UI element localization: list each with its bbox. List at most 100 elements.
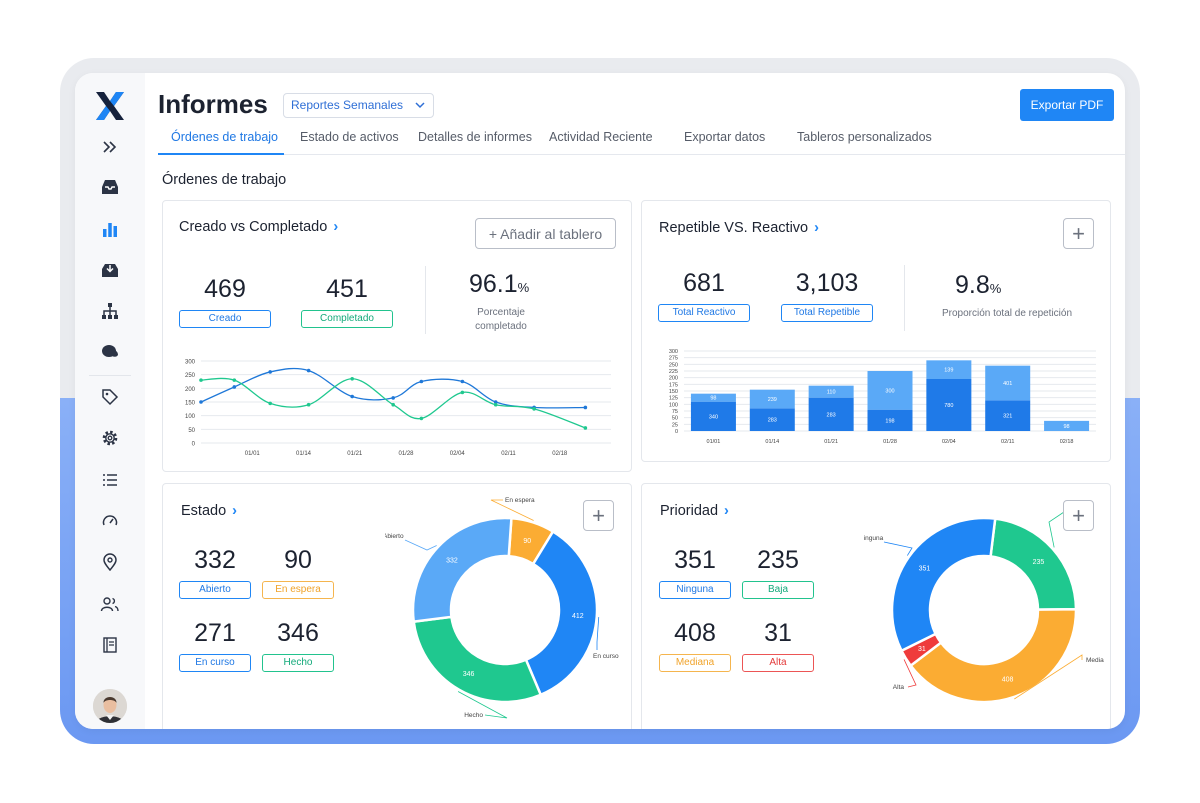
data-point <box>268 401 272 406</box>
gauge-icon[interactable] <box>98 509 122 533</box>
app-logo[interactable] <box>94 90 126 122</box>
data-point <box>232 378 237 382</box>
main-content: Informes Reportes Semanales Exportar PDF… <box>145 73 1125 729</box>
reactive-count: 681 <box>683 269 725 297</box>
card-title[interactable]: Prioridad › <box>660 503 729 519</box>
bar-label: 300 <box>885 388 894 394</box>
leader-line <box>1048 511 1065 548</box>
add-widget-button[interactable]: + <box>1063 500 1094 531</box>
x-tick-label: 02/04 <box>450 451 466 457</box>
y-tick-label: 275 <box>669 356 678 362</box>
chevron-down-icon <box>415 94 425 125</box>
page-title: Informes <box>158 89 268 119</box>
card-title[interactable]: Estado › <box>181 503 237 519</box>
y-tick-label: 300 <box>669 349 678 355</box>
medium-tag: Mediana <box>659 654 731 672</box>
high-count: 31 <box>764 619 792 647</box>
reactive-tag: Total Reactivo <box>658 304 750 322</box>
x-tick-label: 02/04 <box>942 439 956 445</box>
y-tick-label: 150 <box>669 389 678 395</box>
completed-tag: Completado <box>301 310 393 328</box>
x-tick-label: 02/18 <box>1060 439 1074 445</box>
bar-segment <box>926 360 972 379</box>
slice-name-label: Alta <box>893 684 905 691</box>
data-point <box>306 402 311 407</box>
book-icon[interactable] <box>98 633 122 657</box>
list-icon[interactable] <box>98 468 122 492</box>
card-title[interactable]: Repetible VS. Reactivo › <box>659 220 819 236</box>
y-tick-label: 0 <box>675 429 678 435</box>
tab-report-details[interactable]: Detalles de informes <box>418 130 532 144</box>
priority-donut-chart: 235Baja408Mediana31Alta351Ninguna <box>864 509 1104 704</box>
data-point <box>350 376 354 381</box>
status-donut-chart: 90 En espera 412 En curso 346 Hecho 332 Abierto <box>385 497 619 719</box>
chat-icon[interactable] <box>98 340 122 364</box>
slice-name-label: En espera <box>505 497 535 504</box>
tab-bar: Órdenes de trabajo Estado de activos Det… <box>158 125 1125 155</box>
card-priority: Prioridad › 351 Ninguna 235 Baja 408 Medi… <box>641 483 1111 729</box>
location-pin-icon[interactable] <box>98 550 122 574</box>
leader-line <box>903 659 917 688</box>
y-tick-label: 250 <box>185 373 196 379</box>
user-avatar[interactable] <box>93 689 127 723</box>
slice-name-label: Abierto <box>385 533 404 540</box>
hierarchy-icon[interactable] <box>98 299 122 323</box>
report-period-value: Reportes Semanales <box>291 98 404 112</box>
leader-line <box>490 499 534 521</box>
y-tick-label: 150 <box>185 401 196 407</box>
completed-count: 451 <box>326 275 368 303</box>
report-period-select[interactable]: Reportes Semanales <box>283 93 435 118</box>
bar-label: 340 <box>709 414 718 420</box>
tag-icon[interactable] <box>98 385 122 409</box>
tab-work-orders[interactable]: Órdenes de trabajo <box>171 130 279 144</box>
created-tag: Creado <box>179 310 271 328</box>
donut-slice <box>890 516 997 653</box>
bar-segment <box>749 408 795 431</box>
on-hold-count: 90 <box>284 546 312 574</box>
card-title[interactable]: Creado vs Completado › <box>179 219 339 235</box>
none-tag: Ninguna <box>659 581 731 599</box>
bar-segment <box>808 385 854 398</box>
bar-segment <box>690 393 736 402</box>
data-point <box>493 400 498 404</box>
data-point <box>583 426 588 430</box>
export-pdf-button[interactable]: Exportar PDF <box>1020 89 1114 121</box>
download-tray-icon[interactable] <box>98 258 122 282</box>
x-tick-label: 01/28 <box>883 439 897 445</box>
y-tick-label: 50 <box>672 416 678 422</box>
bar-label: 98 <box>710 396 716 402</box>
slice-value-label: 412 <box>572 613 584 620</box>
users-icon[interactable] <box>98 592 122 616</box>
slice-name-label: Hecho <box>464 712 483 719</box>
low-count: 235 <box>757 546 799 574</box>
gear-icon[interactable] <box>98 426 122 450</box>
x-tick-label: 01/14 <box>765 439 779 445</box>
bar-chart-icon[interactable] <box>98 217 122 241</box>
add-widget-button[interactable]: + <box>583 500 614 531</box>
data-point <box>232 385 237 389</box>
bar-label: 139 <box>944 368 953 374</box>
slice-name-label: Mediana <box>1086 657 1104 664</box>
add-widget-button[interactable]: + <box>1063 218 1094 249</box>
add-to-dashboard-button[interactable]: + Añadir al tablero <box>475 218 616 249</box>
slice-value-label: 332 <box>446 557 458 564</box>
high-tag: Alta <box>742 654 814 672</box>
bar-segment <box>1044 420 1090 431</box>
bar-segment <box>808 397 854 431</box>
tab-recent-activity[interactable]: Actividad Reciente <box>549 130 653 144</box>
bar-label: 283 <box>768 418 777 424</box>
expand-icon[interactable] <box>98 135 122 159</box>
chevron-right-icon: › <box>814 220 819 236</box>
data-point <box>419 379 424 384</box>
leader-line <box>596 617 600 650</box>
plus-icon: + <box>1072 502 1085 528</box>
x-tick-label: 01/21 <box>347 451 363 457</box>
inbox-icon[interactable] <box>98 175 122 199</box>
y-tick-label: 50 <box>188 428 195 434</box>
bar-label: 780 <box>944 403 953 409</box>
tab-export-data[interactable]: Exportar datos <box>684 130 766 144</box>
done-tag: Hecho <box>262 654 334 672</box>
chevron-right-icon: › <box>724 503 729 519</box>
tab-custom-dashboards[interactable]: Tableros personalizados <box>797 130 932 144</box>
tab-asset-status[interactable]: Estado de activos <box>300 130 399 144</box>
